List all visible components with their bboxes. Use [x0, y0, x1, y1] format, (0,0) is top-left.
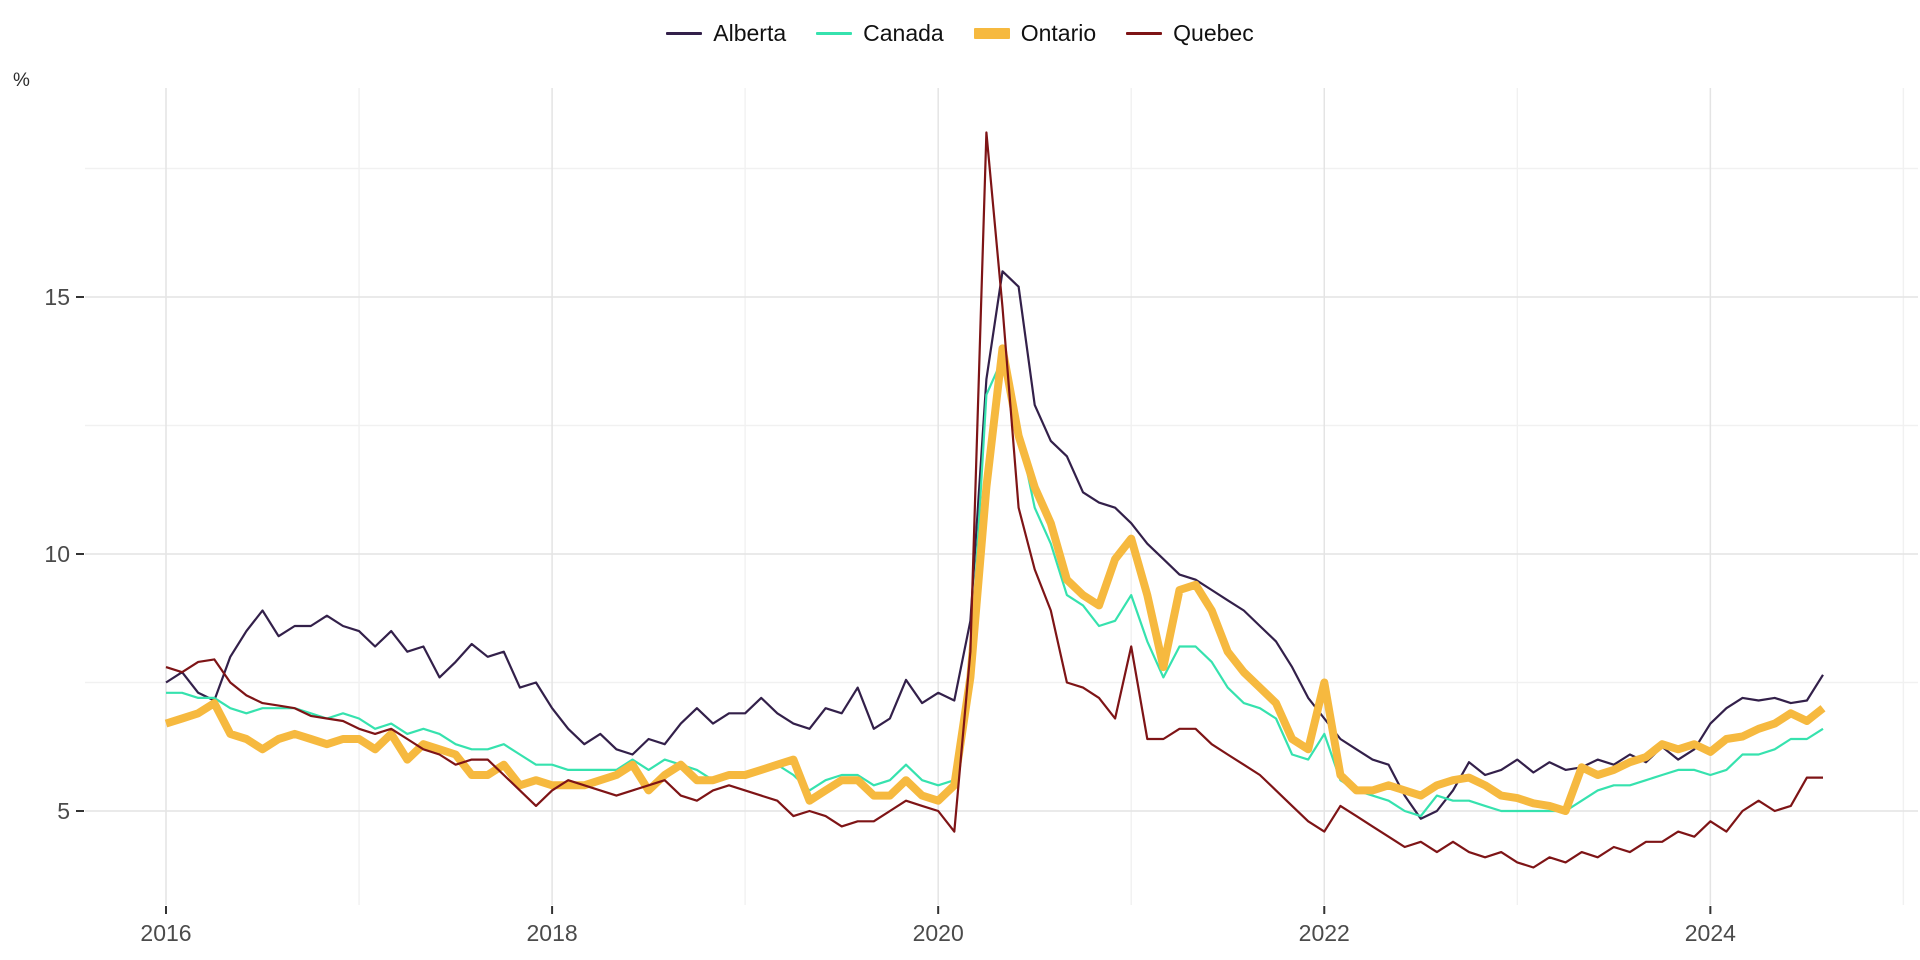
series-line-alberta	[165, 270, 1824, 820]
series-line-ontario	[164, 344, 1826, 815]
y-tick-label: 15	[44, 284, 70, 310]
x-tick-label: 2022	[1299, 920, 1350, 946]
x-tick-label: 2018	[527, 920, 578, 946]
series-line-quebec	[165, 131, 1823, 869]
x-tick-label: 2024	[1685, 920, 1736, 946]
x-tick-label: 2016	[140, 920, 191, 946]
series-line-canada	[166, 357, 1824, 818]
x-tick-label: 2020	[913, 920, 964, 946]
y-tick-label: 10	[44, 541, 70, 567]
y-axis-unit-label: %	[13, 70, 30, 91]
y-tick-label: 5	[57, 798, 70, 824]
